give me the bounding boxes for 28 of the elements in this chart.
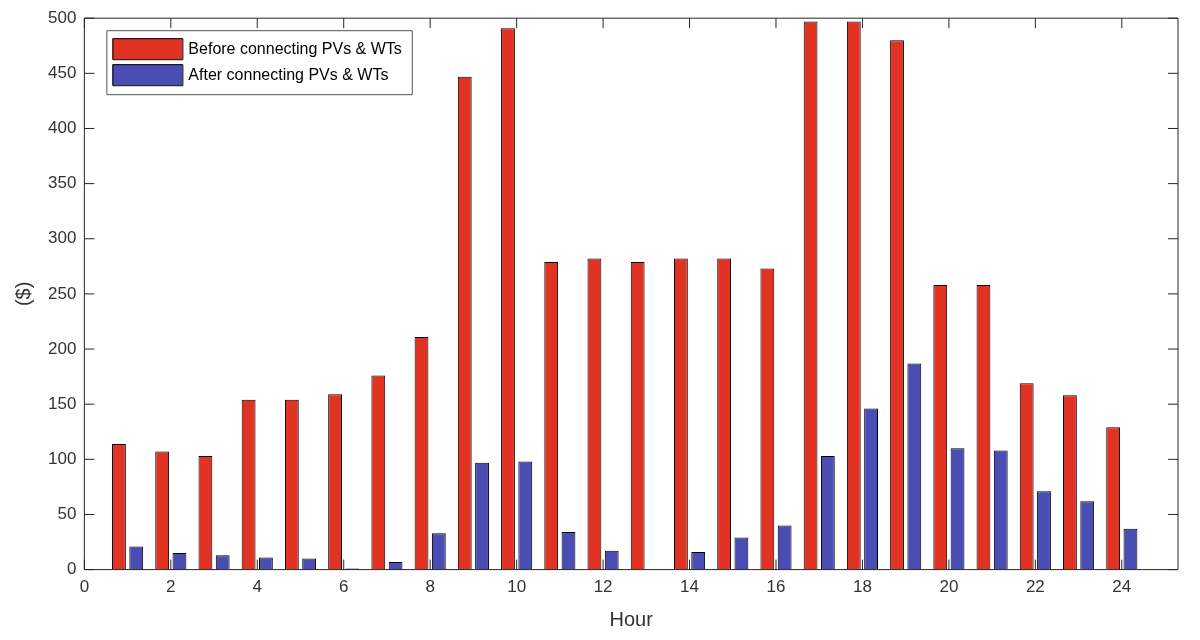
- x-tick-label: 18: [852, 577, 872, 597]
- legend-label: After connecting PVs & WTs: [188, 65, 389, 83]
- x-tick-label: 12: [593, 577, 613, 597]
- x-tick-label: 8: [425, 577, 435, 597]
- y-tick-label: 250: [47, 283, 77, 303]
- y-tick-label: 100: [47, 449, 77, 469]
- x-tick-label: 10: [507, 577, 527, 597]
- y-tick-label: 300: [47, 228, 77, 248]
- y-axis-title: ($): [11, 281, 34, 307]
- x-axis-title: Hour: [609, 607, 654, 630]
- y-tick-label: 500: [47, 7, 77, 27]
- x-tick-label: 16: [766, 577, 786, 597]
- x-tick-label: 14: [680, 577, 699, 597]
- x-tick-label: 4: [252, 577, 263, 597]
- y-tick-label: 50: [57, 504, 77, 524]
- y-tick-label: 400: [47, 118, 77, 138]
- x-tick-label: 24: [1112, 577, 1132, 597]
- x-tick-label: 6: [338, 577, 349, 597]
- y-tick-label: 150: [47, 393, 77, 413]
- y-tick-label: 450: [47, 63, 77, 83]
- x-tick-label: 20: [939, 577, 959, 597]
- x-tick-label: 0: [79, 577, 90, 597]
- y-tick-label: 200: [47, 338, 77, 358]
- x-tick-label: 2: [166, 577, 176, 597]
- y-tick-label: 350: [47, 173, 77, 193]
- legend-label: Before connecting PVs & WTs: [188, 39, 402, 57]
- y-tick-label: 0: [66, 559, 77, 579]
- x-tick-label: 22: [1025, 577, 1045, 597]
